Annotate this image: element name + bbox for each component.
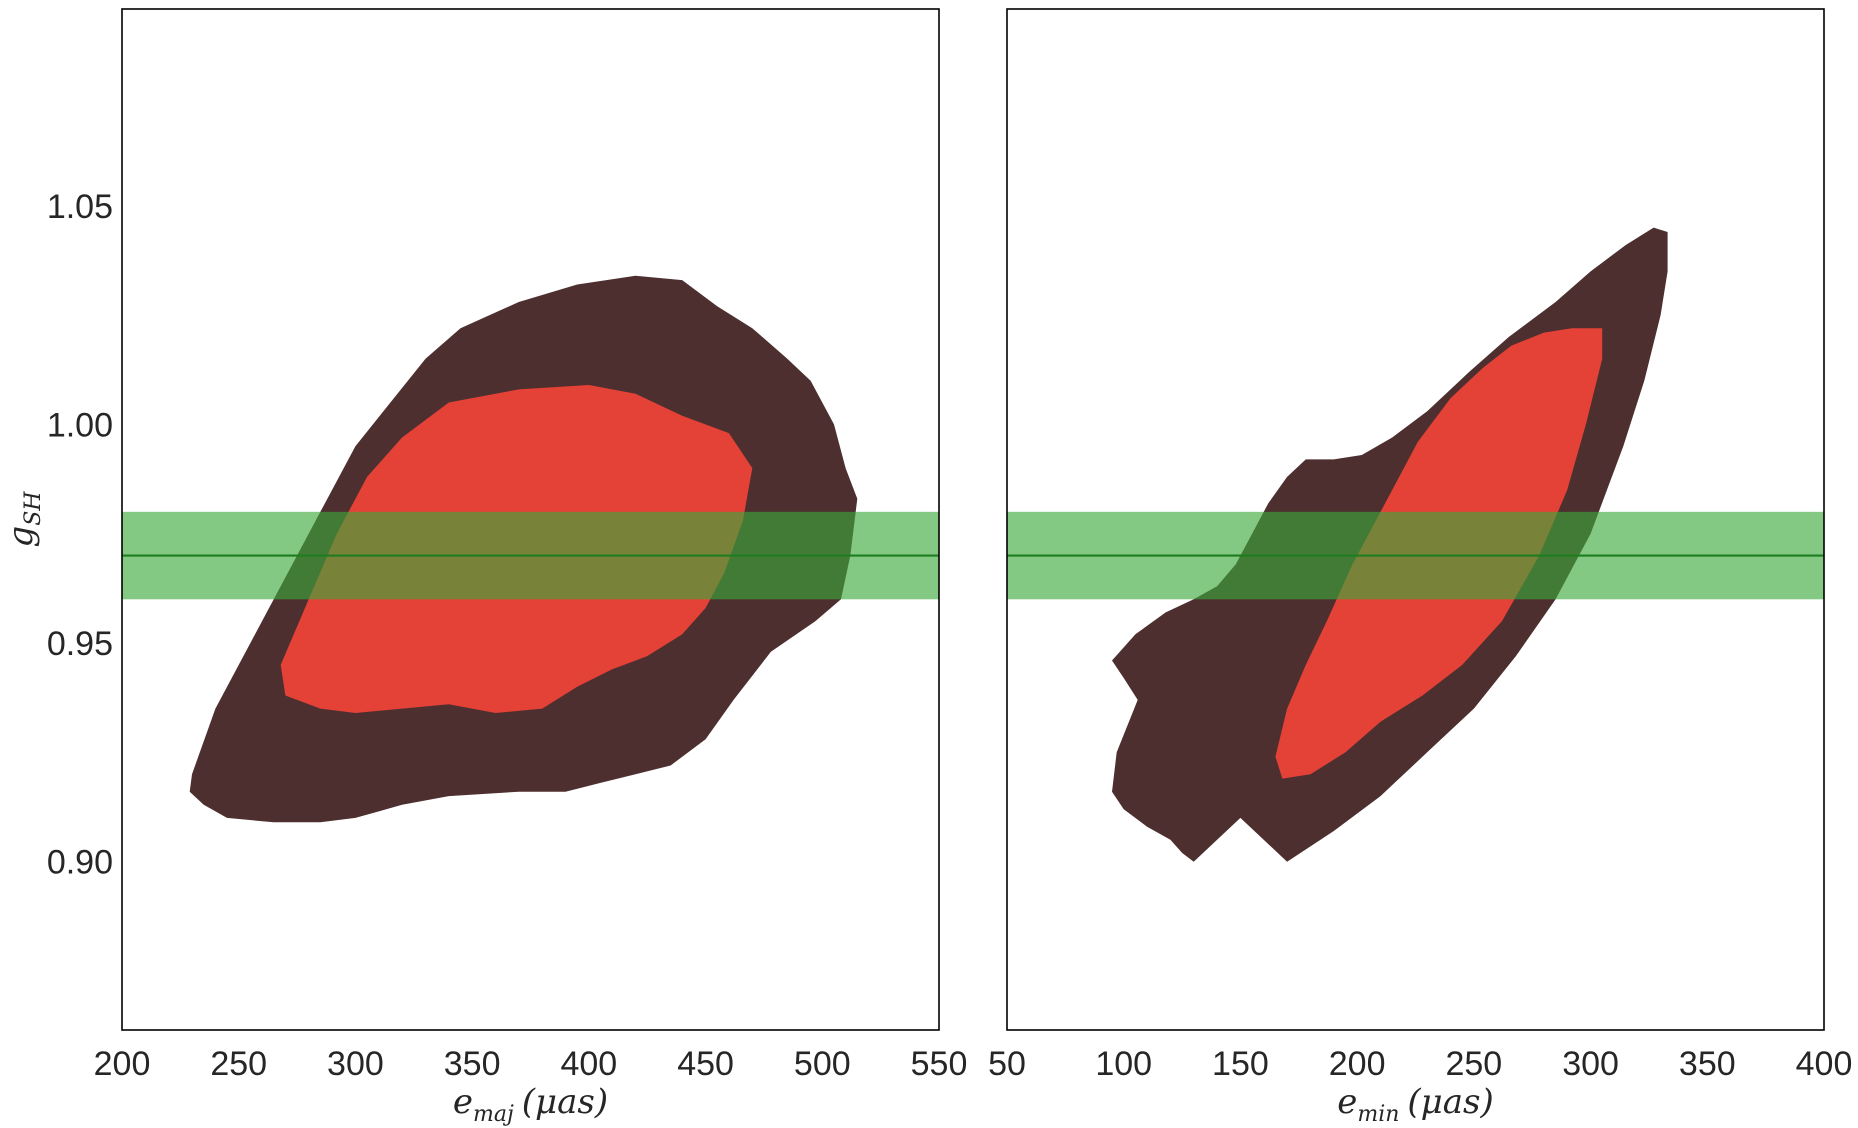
- right-panel: 50 100 150 200 250 300 350 400 emin (μas): [988, 8, 1853, 1127]
- right-frame: [1006, 8, 1825, 1031]
- left-x-tick-label: 400: [560, 1045, 617, 1083]
- left-panel: 200 250 300 350 400 450 500 550 0.90 0.95 1.00 1.05…: [1, 8, 968, 1127]
- right-plot-area: [1007, 227, 1824, 862]
- left-x-tick-label: 300: [327, 1045, 384, 1083]
- right-x-tick-label: 200: [1329, 1045, 1386, 1083]
- right-x-tick-label: 150: [1212, 1045, 1269, 1083]
- right-x-tick-label: 250: [1445, 1045, 1502, 1083]
- left-frame: [121, 8, 940, 1031]
- left-x-axis-label: emaj (μas): [453, 1082, 608, 1127]
- right-x-tick-label: 400: [1796, 1045, 1853, 1083]
- left-y-axis-label: gSH: [1, 491, 46, 548]
- left-x-tick-label: 550: [911, 1045, 968, 1083]
- left-y-tick-label: 0.90: [47, 844, 113, 882]
- left-x-tick-label: 250: [210, 1045, 267, 1083]
- left-x-tick-label: 500: [794, 1045, 851, 1083]
- left-y-tick-label: 0.95: [47, 625, 113, 663]
- left-x-tick-label: 200: [94, 1045, 151, 1083]
- right-x-axis-label: emin (μas): [1337, 1082, 1494, 1127]
- left-plot-area: [122, 275, 939, 823]
- left-x-tick-label: 450: [677, 1045, 734, 1083]
- left-y-tick-label: 1.00: [47, 406, 113, 444]
- right-x-tick-label: 50: [988, 1045, 1026, 1083]
- right-x-tick-label: 350: [1679, 1045, 1736, 1083]
- left-y-tick-label: 1.05: [47, 188, 113, 226]
- right-x-tick-label: 100: [1095, 1045, 1152, 1083]
- left-x-tick-label: 350: [444, 1045, 501, 1083]
- right-x-tick-label: 300: [1562, 1045, 1619, 1083]
